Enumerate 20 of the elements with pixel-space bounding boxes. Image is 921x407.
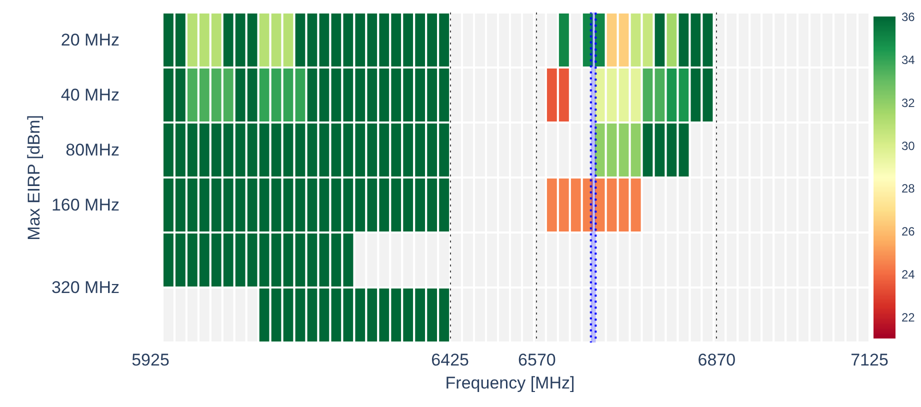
- y-tick-label: 40 MHz: [60, 86, 120, 104]
- color-bar-label: 24: [902, 268, 916, 282]
- y-tick-label: 20 MHz: [60, 30, 120, 50]
- color-bar-label: 22: [902, 310, 916, 325]
- y-tick-label: 320 MHz: [51, 278, 120, 297]
- color-bar-label: 26: [902, 224, 916, 239]
- x-axis-title: Frequency [MHz]: [445, 374, 575, 392]
- y-tick-label: 160 MHz: [51, 196, 120, 214]
- x-tick-label: 7125: [850, 350, 888, 370]
- color-bar-label: 36: [902, 10, 916, 24]
- x-tick-label: 6870: [698, 350, 736, 370]
- y-tick-label: 80MHz: [66, 140, 120, 160]
- x-tick-label: 5925: [132, 350, 170, 370]
- color-bar-label: 28: [902, 182, 916, 196]
- color-bar-label: 30: [902, 138, 916, 153]
- color-bar-label: 34: [902, 52, 916, 67]
- color-bar-label: 32: [902, 96, 916, 110]
- x-tick-label: 6425: [431, 350, 469, 370]
- x-tick-label: 6570: [518, 350, 556, 370]
- y-axis-title: Max EIRP [dBm]: [24, 114, 44, 240]
